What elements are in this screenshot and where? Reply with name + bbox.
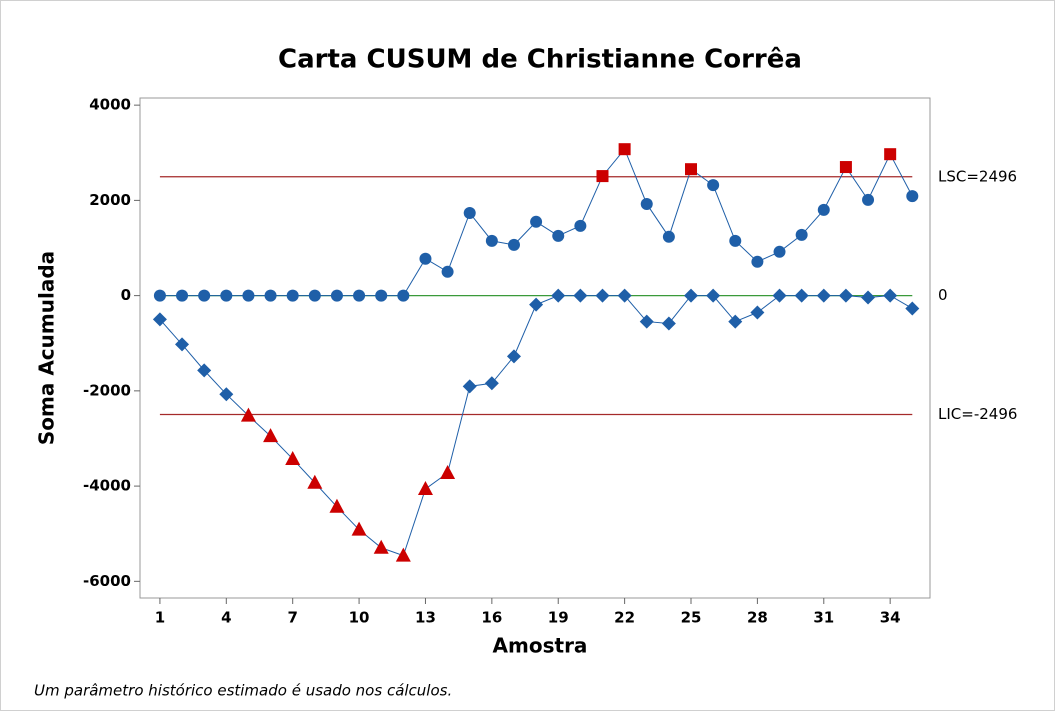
point: [286, 289, 299, 302]
plot-area: [139, 97, 931, 599]
footnote: Um parâmetro histórico estimado é usado …: [34, 682, 452, 700]
y-tick-label: 4000: [89, 96, 131, 114]
point: [485, 234, 498, 247]
point: [640, 197, 653, 210]
point: [617, 288, 632, 303]
point: [220, 289, 233, 302]
point: [530, 215, 543, 228]
point: [639, 314, 654, 329]
point: [484, 376, 499, 391]
y-axis-label: Soma Acumulada: [35, 251, 59, 445]
point: [662, 230, 675, 243]
x-tick-label: 10: [349, 609, 370, 627]
x-axis-label: Amostra: [493, 634, 588, 658]
y-tick-label: -2000: [83, 381, 131, 399]
point: [906, 190, 919, 203]
alert-point: [685, 163, 698, 176]
point: [905, 301, 920, 316]
point: [773, 245, 786, 258]
point: [507, 238, 520, 251]
alert-point: [417, 480, 433, 495]
alert-point: [351, 521, 367, 536]
alert-point: [395, 547, 411, 562]
point: [175, 337, 190, 352]
point: [838, 288, 853, 303]
x-tick-label: 7: [287, 609, 297, 627]
point: [751, 255, 764, 268]
point: [198, 289, 211, 302]
alert-point: [285, 450, 301, 465]
point: [661, 316, 676, 331]
y-tick-label: 2000: [89, 191, 131, 209]
x-tick-label: 28: [747, 609, 768, 627]
alert-point: [263, 428, 279, 443]
alert-point: [596, 170, 609, 183]
x-tick-label: 13: [415, 609, 436, 627]
point: [816, 288, 831, 303]
point: [772, 288, 787, 303]
center-label: 0: [938, 286, 948, 304]
point: [706, 288, 721, 303]
point: [219, 387, 234, 402]
point: [552, 229, 565, 242]
point: [794, 288, 809, 303]
point: [595, 288, 610, 303]
point: [817, 203, 830, 216]
chart-title: Carta CUSUM de Christianne Corrêa: [278, 45, 802, 75]
point: [728, 314, 743, 329]
point: [397, 289, 410, 302]
alert-point: [884, 148, 897, 161]
point: [152, 312, 167, 327]
point: [462, 379, 477, 394]
point: [353, 289, 366, 302]
x-tick-label: 22: [614, 609, 635, 627]
y-tick-label: 0: [121, 286, 131, 304]
point: [330, 289, 343, 302]
point: [264, 289, 277, 302]
point: [573, 288, 588, 303]
alert-point: [839, 161, 852, 174]
alert-point: [373, 539, 389, 554]
point: [506, 349, 521, 364]
point: [861, 290, 876, 305]
point: [441, 265, 454, 278]
alert-point: [440, 465, 456, 479]
x-tick-label: 34: [880, 609, 901, 627]
point: [176, 289, 189, 302]
point: [153, 289, 166, 302]
ucl-label: LSC=2496: [938, 167, 1017, 185]
point: [375, 289, 388, 302]
point: [308, 289, 321, 302]
point: [707, 179, 720, 192]
point: [197, 363, 212, 378]
point: [419, 252, 432, 265]
point: [750, 305, 765, 320]
y-tick-label: -6000: [83, 572, 131, 590]
alert-point: [307, 474, 323, 489]
lcl-label: LIC=-2496: [938, 405, 1017, 423]
point: [529, 297, 544, 312]
x-tick-label: 19: [548, 609, 569, 627]
point: [684, 288, 699, 303]
point: [574, 219, 587, 232]
x-tick-label: 25: [681, 609, 702, 627]
x-tick-label: 4: [221, 609, 231, 627]
x-tick-label: 16: [481, 609, 502, 627]
alert-point: [240, 407, 256, 422]
alert-point: [329, 498, 345, 513]
alert-point: [618, 143, 631, 156]
point: [862, 193, 875, 206]
y-tick-label: -4000: [83, 477, 131, 495]
point: [551, 288, 566, 303]
point: [795, 228, 808, 241]
x-tick-label: 1: [155, 609, 165, 627]
point: [463, 207, 476, 219]
point: [729, 234, 742, 247]
x-tick-label: 31: [813, 609, 834, 627]
point: [242, 289, 255, 302]
point: [883, 288, 898, 303]
